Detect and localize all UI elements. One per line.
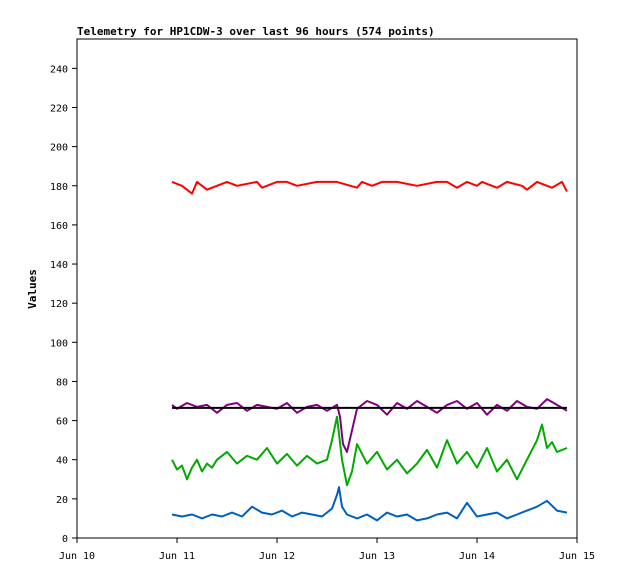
- x-tick-label: Jun 14: [459, 551, 495, 562]
- y-tick-label: 240: [50, 64, 68, 75]
- series-line: [171, 415, 568, 487]
- y-tick-label: 0: [62, 534, 68, 545]
- axis-layer: 0 20 40 60 80 100 120 140 160 180 200 220 240 Jun 10 J…: [50, 64, 595, 562]
- plot-area: [76, 38, 578, 539]
- y-tick-label: 60: [56, 417, 68, 428]
- y-tick-label: 20: [56, 495, 68, 506]
- y-tick-label: 180: [50, 182, 68, 193]
- series-line: [171, 180, 568, 195]
- y-tick-label: 160: [50, 221, 68, 232]
- y-tick-label: 220: [50, 103, 68, 114]
- y-tick-label: 140: [50, 260, 68, 271]
- y-tick-label: 100: [50, 338, 68, 349]
- y-tick-label: 120: [50, 299, 68, 310]
- x-tick-label: Jun 13: [359, 551, 395, 562]
- y-tick-label: 200: [50, 143, 68, 154]
- series-line: [171, 486, 568, 522]
- x-tick-label: Jun 11: [159, 551, 195, 562]
- y-tick-label: 40: [56, 456, 68, 467]
- chart-title: Telemetry for HP1CDW-3 over last 96 hour…: [77, 25, 435, 38]
- y-tick-label: 80: [56, 377, 68, 388]
- x-tick-label: Jun 12: [259, 551, 295, 562]
- x-tick-label: Jun 15: [559, 551, 595, 562]
- x-tick-label: Jun 10: [59, 551, 95, 562]
- series-layer: [171, 180, 568, 522]
- y-axis-label: Values: [26, 269, 39, 309]
